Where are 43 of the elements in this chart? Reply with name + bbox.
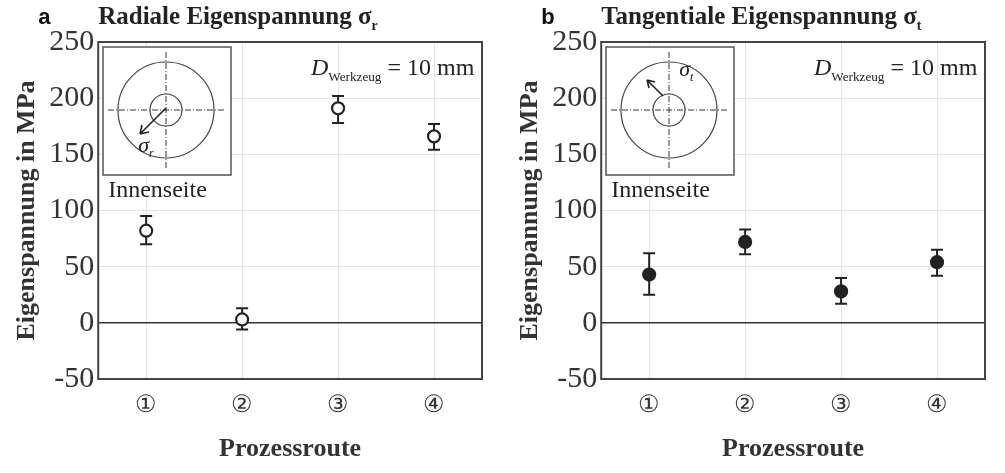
point: [330, 101, 346, 116]
annotation: σ$_{t}$: [679, 56, 694, 86]
x-tick-label: ④: [423, 389, 446, 418]
x-axis-title: Prozessroute: [722, 433, 865, 463]
chart-title: Radiale Eigenspannung σ$_{r}$: [98, 2, 378, 34]
y-tick-label: 50: [64, 247, 95, 281]
point: [833, 284, 849, 299]
x-tick-label: ②: [231, 389, 254, 418]
y-tick-label: -50: [557, 359, 598, 393]
y-axis-title: Eigenspannung in MPa: [11, 80, 41, 341]
y-tick-label: 0: [79, 303, 95, 337]
y-tick-label: 0: [582, 303, 598, 337]
chart-title: Tangentiale Eigenspannung σ$_{t}$: [601, 2, 922, 34]
point: [929, 255, 945, 270]
text: b: [541, 4, 555, 30]
x-tick-label: ①: [135, 389, 158, 418]
annotation: D$_{Werkzeug}$ = 10 mm: [814, 54, 978, 85]
x-tick-label: ④: [926, 389, 949, 418]
point: [642, 267, 657, 282]
point: [426, 129, 442, 144]
y-tick-label: 200: [552, 79, 598, 113]
annotation: Innenseite: [611, 176, 710, 203]
point: [139, 223, 154, 238]
y-tick-label: -50: [54, 359, 95, 393]
point: [235, 312, 250, 327]
y-axis-title: Eigenspannung in MPa: [514, 80, 544, 341]
x-tick-label: ①: [638, 389, 661, 418]
y-tick-label: 150: [49, 135, 95, 169]
annotation: Innenseite: [108, 176, 207, 203]
y-tick-label: 150: [552, 135, 598, 169]
y-tick-label: 50: [567, 247, 598, 281]
y-tick-label: 200: [49, 79, 95, 113]
y-tick-label: 100: [49, 191, 95, 225]
point: [738, 234, 753, 250]
x-axis-title: Prozessroute: [219, 433, 362, 463]
x-tick-label: ③: [830, 389, 853, 418]
annotation: D$_{Werkzeug}$ = 10 mm: [311, 54, 475, 85]
x-tick-label: ③: [327, 389, 350, 418]
annotation: σ$_{r}$: [138, 132, 154, 162]
x-tick-label: ②: [734, 389, 757, 418]
y-tick-label: 250: [552, 22, 598, 56]
y-tick-label: 100: [552, 191, 598, 225]
text: a: [38, 4, 51, 30]
